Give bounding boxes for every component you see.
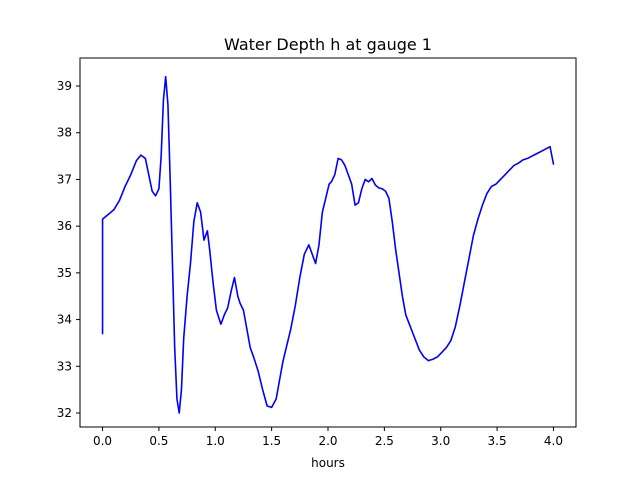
y-tick-label: 38 [57,126,72,140]
x-tick-label: 0.5 [149,434,168,448]
y-axis: 32 33 34 35 36 37 38 39 [57,79,80,420]
x-tick-label: 4.0 [544,434,563,448]
series-line-1 [101,75,555,414]
x-tick-label: 2.0 [318,434,337,448]
chart-title: Water Depth h at gauge 1 [224,35,432,54]
y-tick-label: 36 [57,219,72,233]
x-tick-label: 0.0 [93,434,112,448]
plot-area [80,58,576,427]
x-axis-label: hours [311,456,345,470]
y-tick-label: 37 [57,172,72,186]
y-tick-label: 35 [57,266,72,280]
x-tick-label: 1.5 [262,434,281,448]
y-tick-label: 32 [57,406,72,420]
x-tick-label: 3.5 [488,434,507,448]
x-tick-label: 1.0 [206,434,225,448]
x-tick-label: 2.5 [375,434,394,448]
y-tick-label: 39 [57,79,72,93]
y-tick-label: 33 [57,359,72,373]
series-layer [101,75,555,414]
x-axis: 0.0 0.5 1.0 1.5 2.0 2.5 3.0 3.5 4.0 [93,427,563,448]
x-tick-label: 3.0 [431,434,450,448]
y-tick-label: 34 [57,313,72,327]
